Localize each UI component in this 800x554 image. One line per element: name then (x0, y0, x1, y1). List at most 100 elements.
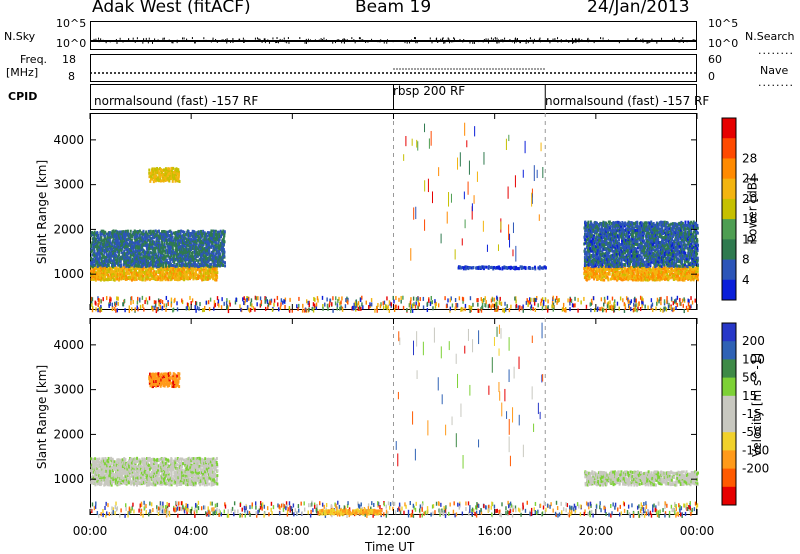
power-data-cell (138, 236, 141, 240)
power-data-cell (640, 276, 643, 280)
power-data-cell (125, 233, 128, 237)
power-data-cell (98, 263, 101, 267)
power-data-cell (629, 265, 632, 269)
power-data-cell (597, 277, 600, 281)
power-data-cell (625, 249, 628, 253)
power-nearrange-cell (464, 307, 466, 312)
power-data-cell (192, 274, 195, 278)
power-data-cell (148, 175, 151, 179)
noise-point (171, 41, 173, 44)
power-nearrange-cell (611, 296, 614, 301)
power-nearrange-cell (248, 307, 250, 312)
power-nearrange-cell (388, 308, 391, 313)
power-data-cell (152, 233, 155, 237)
power-data-cell (637, 272, 640, 276)
noise-point (483, 38, 485, 41)
power-data-cell (207, 269, 210, 273)
noise-strip (90, 21, 697, 50)
power-data-cell (590, 264, 593, 268)
power-nearrange-cell (642, 298, 644, 303)
noise-point (496, 37, 498, 40)
power-nearrange-cell (331, 302, 333, 307)
power-data-cell (668, 269, 671, 273)
power-nearrange-cell (606, 304, 609, 309)
power-data-cell (191, 229, 194, 233)
power-nearrange-cell (487, 304, 490, 309)
power-data-cell (620, 236, 623, 240)
power-nearrange-cell (205, 300, 208, 305)
power-data-cell (104, 274, 107, 278)
noise-point (242, 37, 244, 40)
power-data-cell (597, 267, 600, 271)
power-data-cell (143, 256, 146, 260)
power-data-cell (646, 278, 649, 282)
power-data-cell (95, 261, 98, 265)
power-data-cell (618, 244, 621, 248)
power-data-cell (619, 249, 622, 253)
power-data-cell (633, 229, 636, 233)
power-data-cell (667, 276, 670, 280)
power-data-cell (600, 264, 603, 268)
power-data-cell (110, 234, 113, 238)
nave-label: Nave (760, 64, 789, 77)
power-data-cell (628, 243, 631, 247)
power-data-cell (142, 232, 145, 236)
power-data-cell (157, 257, 160, 261)
power-data-cell (174, 241, 177, 245)
noise-point (529, 37, 531, 40)
power-data-cell (166, 268, 169, 272)
power-data-cell (215, 259, 218, 263)
power-data-cell (154, 248, 157, 252)
power-data-cell (604, 258, 607, 262)
noise-point (314, 39, 316, 42)
noise-point (244, 39, 246, 42)
noise-point (409, 41, 411, 44)
power-nearrange-cell (252, 306, 255, 311)
power-nearrange-cell (481, 298, 484, 303)
power-data-cell (162, 277, 165, 281)
power-data-cell (618, 253, 621, 257)
power-data-cell (608, 241, 611, 245)
power-data-cell (171, 257, 174, 261)
power-data-cell (213, 259, 216, 263)
power-data-cell (138, 263, 141, 267)
power-data-cell (175, 255, 178, 259)
power-data-cell (196, 252, 199, 256)
power-data-cell (157, 176, 160, 180)
power-data-cell (630, 259, 633, 263)
power-data-cell (104, 230, 107, 234)
power-data-cell (600, 235, 603, 239)
power-nearrange-cell (637, 306, 639, 311)
power-data-cell (649, 270, 652, 274)
noise-point (557, 40, 559, 43)
power-data-cell (620, 229, 623, 233)
power-data-cell (91, 269, 94, 273)
power-nearrange-cell (540, 298, 543, 303)
power-data-cell (93, 269, 96, 273)
power-nearrange-cell (105, 296, 108, 301)
power-nearrange-cell (691, 300, 694, 305)
power-data-cell (129, 266, 132, 270)
power-data-cell (118, 278, 121, 282)
noise-point (441, 38, 443, 41)
power-data-cell (139, 243, 142, 247)
noise-point (215, 38, 217, 41)
power-data-cell (190, 232, 193, 236)
power-nearrange-cell (556, 300, 558, 305)
noise-point (568, 40, 570, 43)
power-nearrange-cell (117, 301, 119, 306)
power-data-cell (617, 238, 620, 242)
power-data-cell (103, 232, 106, 236)
power-data-cell (108, 233, 111, 237)
power-data-cell (114, 234, 117, 238)
power-data-cell (134, 264, 137, 268)
power-data-cell (145, 258, 148, 262)
power-data-cell (639, 269, 642, 273)
power-data-cell (621, 266, 624, 270)
power-data-cell (644, 276, 647, 280)
power-data-cell (160, 250, 163, 254)
power-data-cell (137, 271, 140, 275)
power-data-cell (620, 243, 623, 247)
power-data-cell (610, 233, 613, 237)
power-data-cell (93, 234, 96, 238)
